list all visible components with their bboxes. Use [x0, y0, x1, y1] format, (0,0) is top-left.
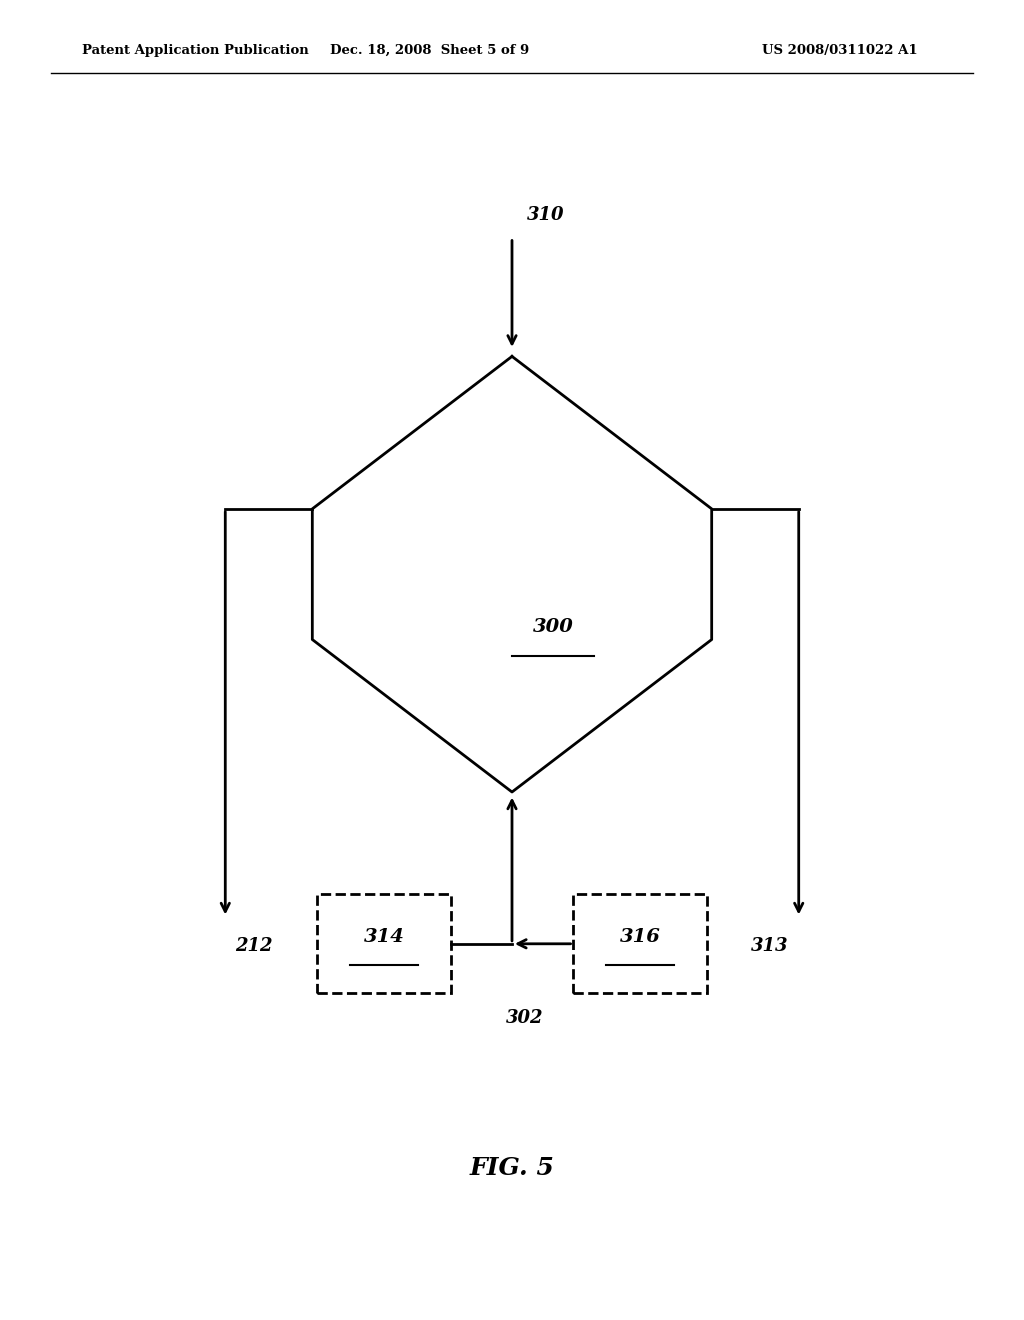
- Text: 313: 313: [751, 937, 788, 956]
- Text: 310: 310: [527, 206, 565, 224]
- Text: 302: 302: [506, 1010, 543, 1027]
- Text: FIG. 5: FIG. 5: [470, 1156, 554, 1180]
- FancyBboxPatch shape: [317, 895, 451, 994]
- Text: Dec. 18, 2008  Sheet 5 of 9: Dec. 18, 2008 Sheet 5 of 9: [331, 44, 529, 57]
- FancyBboxPatch shape: [573, 895, 707, 994]
- Text: 316: 316: [620, 928, 660, 946]
- Text: US 2008/0311022 A1: US 2008/0311022 A1: [762, 44, 918, 57]
- Text: 212: 212: [236, 937, 273, 956]
- Text: Patent Application Publication: Patent Application Publication: [82, 44, 308, 57]
- Text: 314: 314: [364, 928, 404, 946]
- Text: 300: 300: [532, 618, 573, 636]
